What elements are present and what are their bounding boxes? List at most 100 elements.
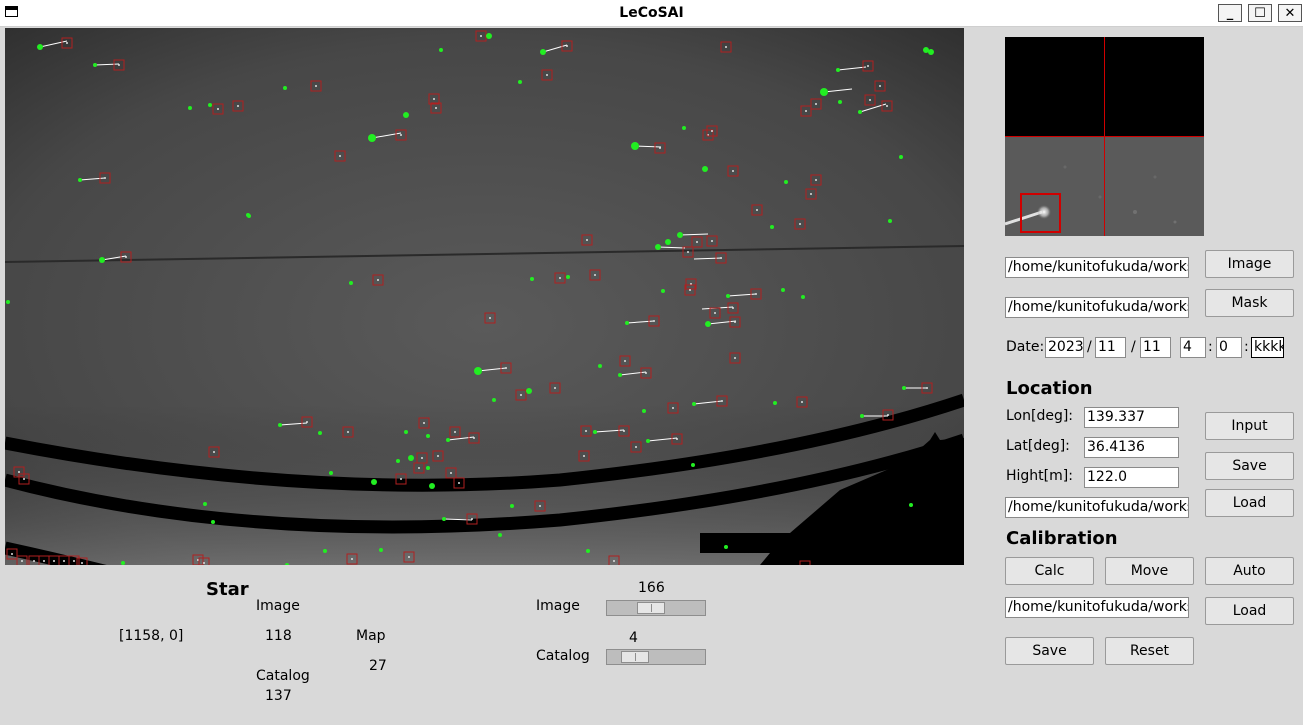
detected-star[interactable]: [6, 300, 10, 304]
detected-star[interactable]: [429, 483, 435, 489]
detected-star[interactable]: [923, 47, 929, 53]
detected-star[interactable]: [682, 126, 686, 130]
detected-star[interactable]: [705, 321, 711, 327]
detected-star[interactable]: [618, 373, 622, 377]
detected-star[interactable]: [902, 386, 906, 390]
detected-star[interactable]: [247, 214, 251, 218]
detected-star[interactable]: [820, 88, 828, 96]
detected-star[interactable]: [498, 533, 502, 537]
mask-path-field[interactable]: /home/kunitofukuda/workspace: [1005, 297, 1189, 318]
image-slider-handle[interactable]: [637, 602, 665, 614]
detected-star[interactable]: [677, 232, 683, 238]
detected-star[interactable]: [203, 502, 207, 506]
detected-star[interactable]: [121, 561, 125, 565]
image-button[interactable]: Image: [1205, 250, 1294, 278]
detected-star[interactable]: [285, 563, 289, 565]
detected-star[interactable]: [593, 430, 597, 434]
detected-star[interactable]: [773, 401, 777, 405]
detected-star[interactable]: [692, 402, 696, 406]
calibration-save-button[interactable]: Save: [1005, 637, 1094, 665]
time-hour-field[interactable]: 4: [1180, 337, 1206, 358]
calc-button[interactable]: Calc: [1005, 557, 1094, 585]
detected-star[interactable]: [404, 430, 408, 434]
detected-star[interactable]: [858, 110, 862, 114]
move-button[interactable]: Move: [1105, 557, 1194, 585]
close-button[interactable]: ✕: [1278, 4, 1302, 22]
detected-star[interactable]: [349, 281, 353, 285]
detected-star[interactable]: [93, 63, 97, 67]
detected-star[interactable]: [486, 33, 492, 39]
detected-star[interactable]: [838, 100, 842, 104]
image-path-field[interactable]: /home/kunitofukuda/workspace: [1005, 257, 1189, 278]
detected-star[interactable]: [323, 549, 327, 553]
detected-star[interactable]: [379, 548, 383, 552]
detected-star[interactable]: [598, 364, 602, 368]
detected-star[interactable]: [37, 44, 43, 50]
catalog-magnitude-slider[interactable]: [606, 649, 706, 665]
detected-star[interactable]: [510, 504, 514, 508]
detected-star[interactable]: [211, 520, 215, 524]
catalog-slider-handle[interactable]: [621, 651, 649, 663]
image-threshold-slider[interactable]: [606, 600, 706, 616]
detected-star[interactable]: [586, 549, 590, 553]
detected-star[interactable]: [99, 257, 105, 263]
detected-star[interactable]: [625, 321, 629, 325]
detected-star[interactable]: [526, 388, 532, 394]
date-day-field[interactable]: 11: [1140, 337, 1171, 358]
location-save-button[interactable]: Save: [1205, 452, 1294, 480]
detected-star[interactable]: [909, 503, 913, 507]
date-year-field[interactable]: 2023: [1045, 337, 1084, 358]
detected-star[interactable]: [860, 414, 864, 418]
detected-star[interactable]: [492, 398, 496, 402]
calibration-load-button[interactable]: Load: [1205, 597, 1294, 625]
detected-star[interactable]: [631, 142, 639, 150]
detected-star[interactable]: [665, 239, 671, 245]
height-field[interactable]: 122.0: [1084, 467, 1179, 488]
detected-star[interactable]: [691, 463, 695, 467]
detected-star[interactable]: [446, 438, 450, 442]
calibration-path-field[interactable]: /home/kunitofukuda/workspace: [1005, 597, 1189, 618]
date-month-field[interactable]: 11: [1095, 337, 1126, 358]
detected-star[interactable]: [426, 434, 430, 438]
latitude-field[interactable]: 36.4136: [1084, 437, 1179, 458]
detected-star[interactable]: [540, 49, 546, 55]
time-second-field[interactable]: kkkk: [1251, 337, 1284, 358]
detected-star[interactable]: [283, 86, 287, 90]
detected-star[interactable]: [888, 219, 892, 223]
detected-star[interactable]: [318, 431, 322, 435]
detected-star[interactable]: [396, 459, 400, 463]
detected-star[interactable]: [426, 466, 430, 470]
detected-star[interactable]: [518, 80, 522, 84]
detected-star[interactable]: [899, 155, 903, 159]
detected-star[interactable]: [408, 455, 414, 461]
detected-star[interactable]: [329, 471, 333, 475]
detected-star[interactable]: [836, 68, 840, 72]
detected-star[interactable]: [474, 367, 482, 375]
detected-star[interactable]: [655, 244, 661, 250]
location-load-button[interactable]: Load: [1205, 489, 1294, 517]
detected-star[interactable]: [442, 517, 446, 521]
detected-star[interactable]: [188, 106, 192, 110]
sky-image-canvas[interactable]: [5, 28, 964, 565]
minimize-button[interactable]: _: [1218, 4, 1242, 22]
reset-button[interactable]: Reset: [1105, 637, 1194, 665]
location-input-button[interactable]: Input: [1205, 412, 1294, 440]
detected-star[interactable]: [928, 49, 934, 55]
detected-star[interactable]: [278, 423, 282, 427]
detected-star[interactable]: [78, 178, 82, 182]
detected-star[interactable]: [770, 225, 774, 229]
detected-star[interactable]: [781, 288, 785, 292]
detected-star[interactable]: [371, 479, 377, 485]
detected-star[interactable]: [566, 275, 570, 279]
detected-star[interactable]: [784, 180, 788, 184]
detected-star[interactable]: [368, 134, 376, 142]
detected-star[interactable]: [403, 112, 409, 118]
detected-star[interactable]: [208, 103, 212, 107]
detected-star[interactable]: [646, 439, 650, 443]
detected-star[interactable]: [439, 48, 443, 52]
time-minute-field[interactable]: 0: [1216, 337, 1242, 358]
detected-star[interactable]: [801, 295, 805, 299]
mask-button[interactable]: Mask: [1205, 289, 1294, 317]
detected-star[interactable]: [661, 289, 665, 293]
detected-star[interactable]: [724, 545, 728, 549]
